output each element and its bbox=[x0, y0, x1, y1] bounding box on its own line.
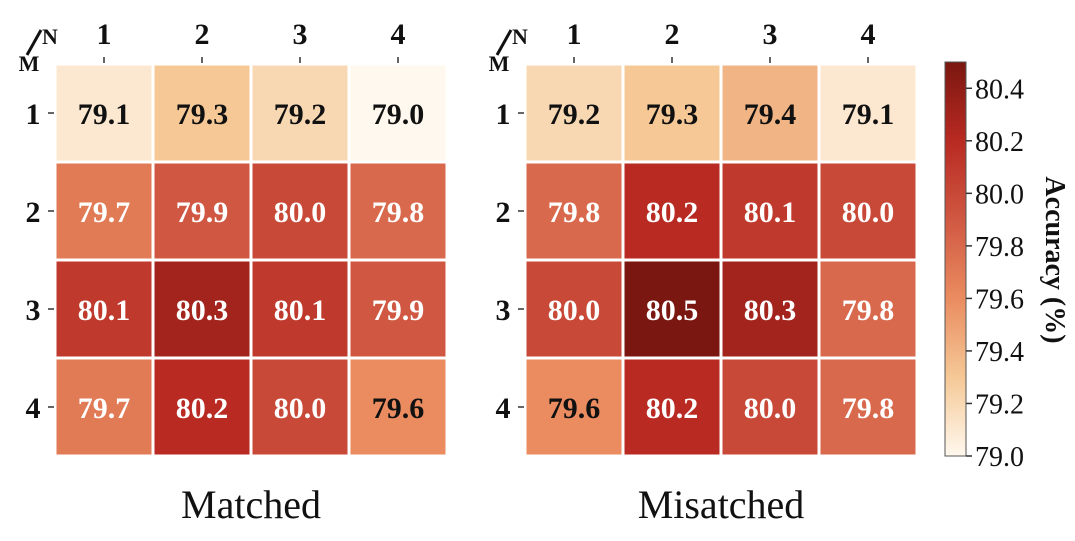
cell-value-label: 80.1 bbox=[744, 196, 797, 229]
colorbar-tick-label: 80.2 bbox=[975, 127, 1024, 158]
heatmap-cell bbox=[53, 62, 155, 164]
cell-value-label: 79.8 bbox=[548, 196, 601, 229]
heatmap-cell bbox=[817, 258, 919, 360]
colorbar-label: Accuracy (%) bbox=[1039, 176, 1070, 343]
heatmap-cell bbox=[621, 62, 723, 164]
row-tick-label: 1 bbox=[496, 98, 511, 131]
column-tick-label: 1 bbox=[567, 18, 582, 51]
heatmap-cell bbox=[53, 356, 155, 458]
corner-divider bbox=[495, 29, 513, 56]
column-tick-label: 3 bbox=[293, 18, 308, 51]
heatmap-cell bbox=[719, 258, 821, 360]
corner-label-n: N bbox=[512, 24, 528, 49]
heatmap-cell bbox=[817, 356, 919, 458]
heatmap-cell bbox=[151, 62, 253, 164]
cell-value-label: 79.7 bbox=[78, 196, 131, 229]
cell-value-label: 79.8 bbox=[842, 392, 895, 425]
panel-title: Misatched bbox=[638, 482, 805, 527]
colorbar-tick-label: 80.4 bbox=[975, 74, 1024, 105]
cell-value-label: 80.2 bbox=[176, 392, 229, 425]
heatmap-cell bbox=[151, 160, 253, 262]
heatmap-cell bbox=[523, 160, 625, 262]
heatmap-cell bbox=[347, 258, 449, 360]
cell-value-label: 80.5 bbox=[646, 294, 699, 327]
heatmap-cell bbox=[151, 356, 253, 458]
cell-value-label: 79.8 bbox=[842, 294, 895, 327]
column-tick-label: 2 bbox=[195, 18, 210, 51]
heatmap-cell bbox=[621, 258, 723, 360]
cell-value-label: 79.1 bbox=[842, 98, 895, 131]
heatmap-cell bbox=[621, 356, 723, 458]
cell-value-label: 80.0 bbox=[274, 196, 327, 229]
heatmap-cell bbox=[523, 258, 625, 360]
heatmap-cell bbox=[151, 258, 253, 360]
heatmap-cell bbox=[347, 160, 449, 262]
corner-divider bbox=[25, 29, 43, 56]
corner-label-n: N bbox=[42, 24, 58, 49]
colorbar-tick-label: 79.8 bbox=[975, 232, 1024, 263]
cell-value-label: 80.0 bbox=[842, 196, 895, 229]
corner-label-m: M bbox=[19, 51, 40, 76]
cell-value-label: 79.3 bbox=[176, 98, 229, 131]
cell-value-label: 80.1 bbox=[274, 294, 327, 327]
row-tick-label: 4 bbox=[496, 392, 511, 425]
row-tick-label: 1 bbox=[26, 98, 41, 131]
heatmap-panel: 79.2 79.3 79.4 79.1 79.8 80.2 80.1 80.0 80.0 80.5… bbox=[489, 18, 919, 527]
row-tick-label: 2 bbox=[496, 196, 511, 229]
cell-value-label: 79.9 bbox=[372, 294, 425, 327]
cell-value-label: 80.1 bbox=[78, 294, 131, 327]
cell-value-label: 79.3 bbox=[646, 98, 699, 131]
colorbar: 80.4 80.2 80.0 79.8 79.6 79.4 79.2 79.0 Accuracy… bbox=[944, 61, 1070, 473]
heatmap-cell bbox=[347, 62, 449, 164]
cell-value-label: 79.0 bbox=[372, 98, 425, 131]
colorbar-tick-label: 79.4 bbox=[975, 337, 1024, 368]
cell-value-label: 80.3 bbox=[744, 294, 797, 327]
column-tick-label: 2 bbox=[665, 18, 680, 51]
cell-value-label: 80.2 bbox=[646, 196, 699, 229]
column-tick-label: 3 bbox=[763, 18, 778, 51]
cell-value-label: 80.0 bbox=[744, 392, 797, 425]
colorbar-tick-label: 80.0 bbox=[975, 179, 1024, 210]
cell-value-label: 79.6 bbox=[548, 392, 601, 425]
colorbar-tick-label: 79.6 bbox=[975, 284, 1024, 315]
corner-label-m: M bbox=[489, 51, 510, 76]
cell-value-label: 80.0 bbox=[274, 392, 327, 425]
cell-value-label: 79.2 bbox=[274, 98, 327, 131]
heatmap-cell bbox=[817, 160, 919, 262]
cell-value-label: 79.6 bbox=[372, 392, 425, 425]
cell-value-label: 80.2 bbox=[646, 392, 699, 425]
heatmap-cell bbox=[347, 356, 449, 458]
colorbar-tick-label: 79.2 bbox=[975, 389, 1024, 420]
column-tick-label: 1 bbox=[97, 18, 112, 51]
row-tick-label: 2 bbox=[26, 196, 41, 229]
heatmap-panel: 79.1 79.3 79.2 79.0 79.7 79.9 80.0 79.8 80.1 80.3… bbox=[19, 18, 449, 527]
cell-value-label: 80.3 bbox=[176, 294, 229, 327]
row-tick-label: 3 bbox=[496, 294, 511, 327]
cell-value-label: 79.9 bbox=[176, 196, 229, 229]
cell-value-label: 79.7 bbox=[78, 392, 131, 425]
row-tick-label: 4 bbox=[26, 392, 41, 425]
column-tick-label: 4 bbox=[861, 18, 876, 51]
cell-value-label: 80.0 bbox=[548, 294, 601, 327]
row-tick-label: 3 bbox=[26, 294, 41, 327]
heatmap-cell bbox=[621, 160, 723, 262]
colorbar-gradient bbox=[944, 61, 967, 457]
colorbar-tick-label: 79.0 bbox=[975, 442, 1024, 473]
cell-value-label: 79.4 bbox=[744, 98, 797, 131]
column-tick-label: 4 bbox=[391, 18, 406, 51]
cell-value-label: 79.1 bbox=[78, 98, 131, 131]
cell-value-label: 79.2 bbox=[548, 98, 601, 131]
panel-title: Matched bbox=[181, 482, 321, 527]
cell-value-label: 79.8 bbox=[372, 196, 425, 229]
heatmap-cell bbox=[523, 62, 625, 164]
